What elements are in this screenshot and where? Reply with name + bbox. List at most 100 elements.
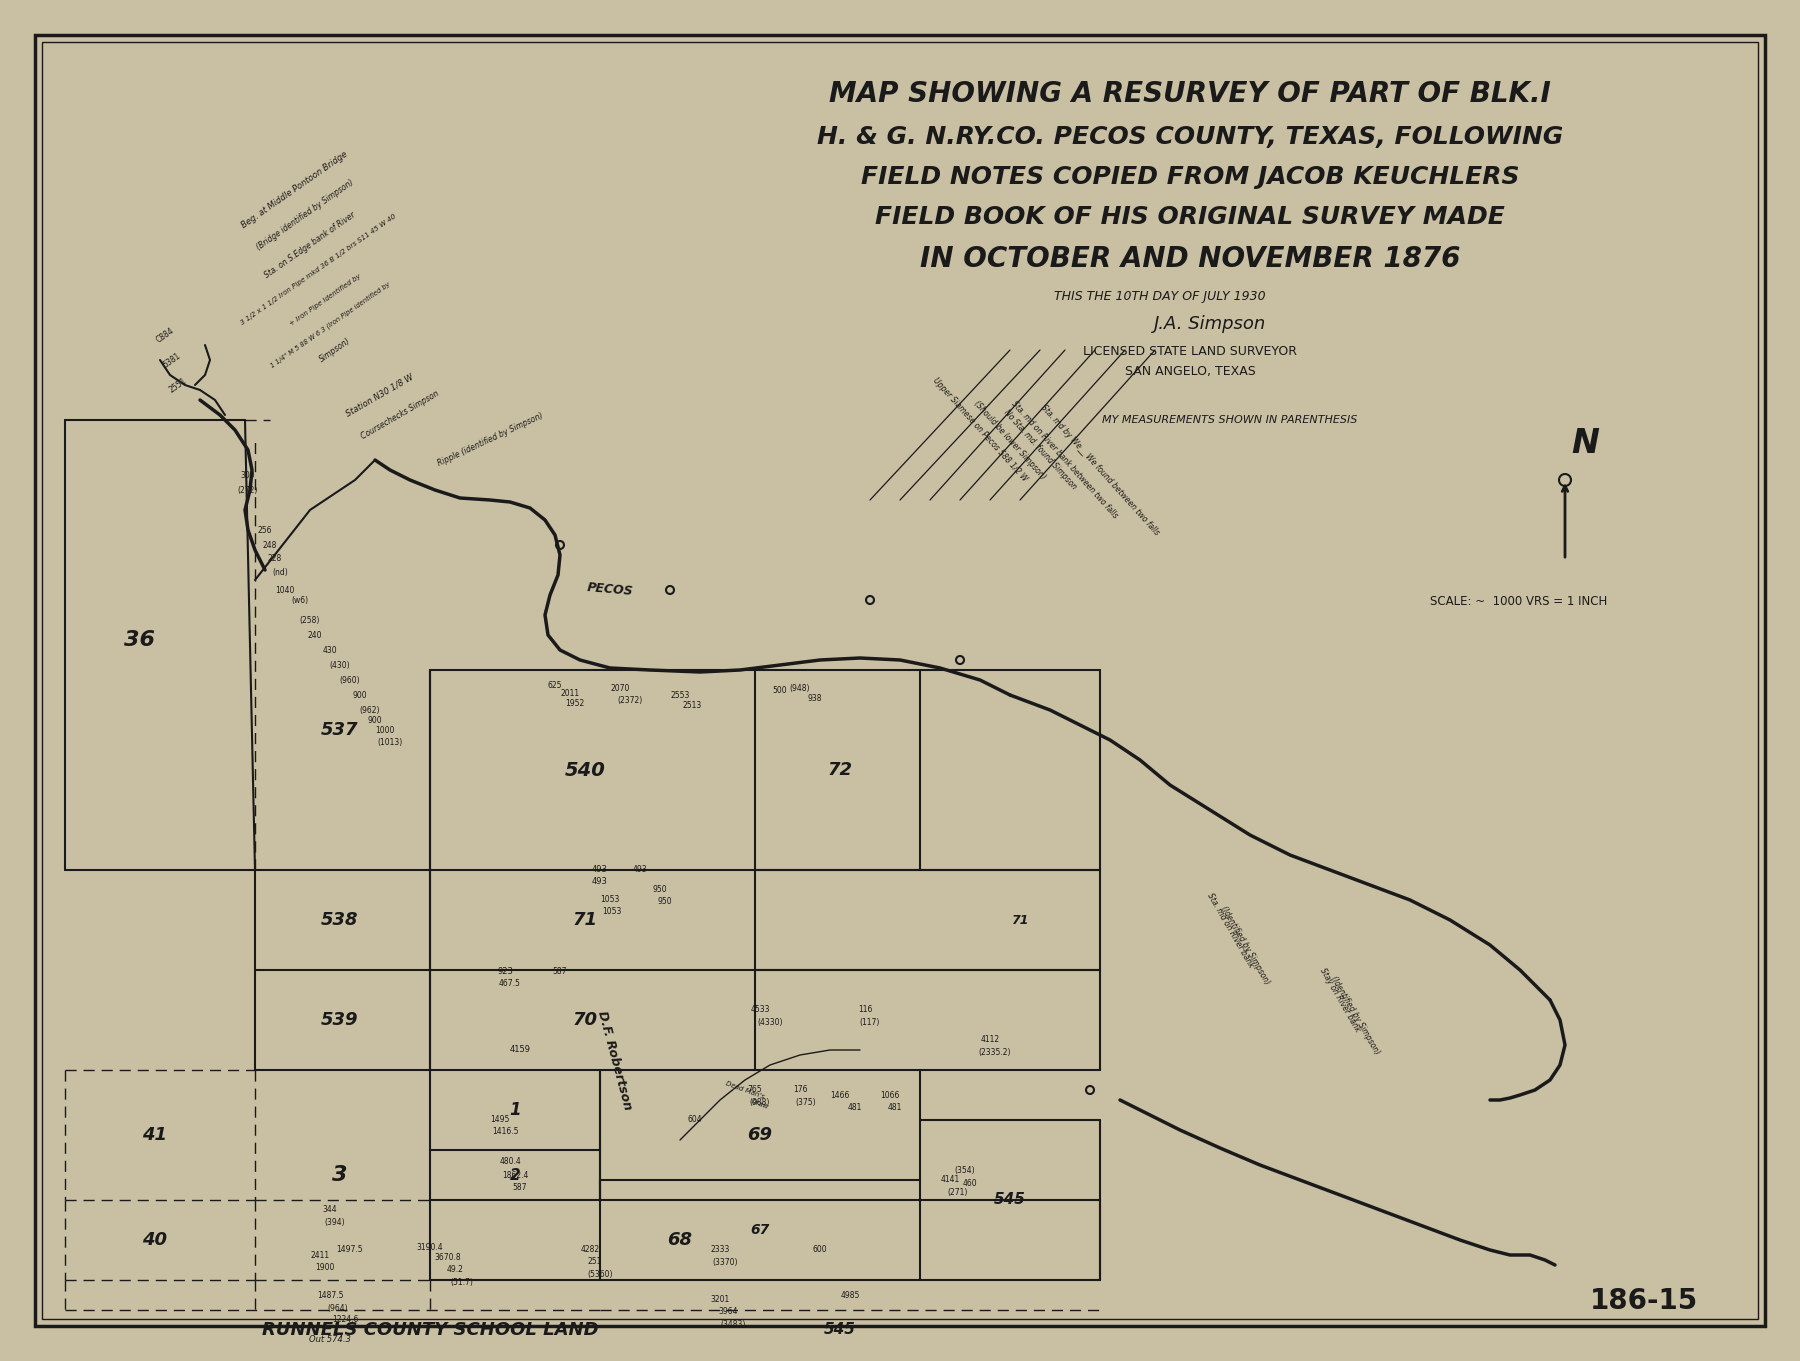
Text: Out 574.3: Out 574.3 bbox=[310, 1335, 351, 1345]
Text: N: N bbox=[1571, 427, 1598, 460]
Text: 500: 500 bbox=[772, 686, 787, 694]
Text: 587: 587 bbox=[513, 1184, 527, 1192]
Text: D.F. Robertson: D.F. Robertson bbox=[596, 1009, 635, 1111]
Text: Sta. md on River bank: Sta. md on River bank bbox=[1204, 891, 1255, 969]
Text: 1497.5: 1497.5 bbox=[337, 1245, 364, 1255]
Text: (962): (962) bbox=[360, 705, 380, 715]
Text: 1053: 1053 bbox=[603, 908, 621, 916]
Text: (Identified by Simpson): (Identified by Simpson) bbox=[1328, 974, 1381, 1056]
Text: 537: 537 bbox=[320, 721, 358, 739]
Text: 67: 67 bbox=[751, 1224, 770, 1237]
Text: (Identified by Simpson): (Identified by Simpson) bbox=[1219, 904, 1271, 985]
Text: (51.7): (51.7) bbox=[450, 1278, 473, 1286]
Text: (Bridge identified by Simpson): (Bridge identified by Simpson) bbox=[256, 178, 355, 252]
Text: 4985: 4985 bbox=[841, 1290, 860, 1300]
Text: 1862.4: 1862.4 bbox=[502, 1170, 527, 1180]
Text: (375): (375) bbox=[796, 1098, 817, 1108]
Text: (258): (258) bbox=[301, 615, 320, 625]
Text: (w6): (w6) bbox=[292, 596, 308, 604]
Text: 950: 950 bbox=[657, 897, 673, 906]
Text: + Iron Pipe Identified by: + Iron Pipe Identified by bbox=[288, 274, 362, 327]
Text: 1900: 1900 bbox=[315, 1263, 335, 1271]
Text: (272): (272) bbox=[238, 486, 257, 494]
Text: 480.4: 480.4 bbox=[499, 1157, 520, 1166]
Text: Stay on River bank: Stay on River bank bbox=[1318, 966, 1363, 1033]
Text: 1: 1 bbox=[509, 1101, 520, 1119]
Text: FIELD BOOK OF HIS ORIGINAL SURVEY MADE: FIELD BOOK OF HIS ORIGINAL SURVEY MADE bbox=[875, 206, 1505, 229]
Text: 2070: 2070 bbox=[610, 683, 630, 693]
Text: 1495: 1495 bbox=[490, 1116, 509, 1124]
Text: 186-15: 186-15 bbox=[1589, 1288, 1697, 1315]
Text: PECOS: PECOS bbox=[587, 581, 634, 599]
Text: No Sta. md. found Simpson: No Sta. md. found Simpson bbox=[1003, 408, 1078, 491]
Text: 600: 600 bbox=[812, 1245, 828, 1255]
Text: 72: 72 bbox=[828, 761, 853, 778]
Text: Simpson): Simpson) bbox=[319, 336, 353, 363]
Text: Sta. on S.Edge bank of River: Sta. on S.Edge bank of River bbox=[263, 210, 356, 280]
Text: 41: 41 bbox=[142, 1126, 167, 1145]
Text: (394): (394) bbox=[324, 1218, 346, 1226]
Text: 604: 604 bbox=[688, 1116, 702, 1124]
Text: 765: 765 bbox=[747, 1086, 763, 1094]
Text: 71: 71 bbox=[1012, 913, 1030, 927]
Text: Beg. at Middle Pontoon Bridge: Beg. at Middle Pontoon Bridge bbox=[241, 150, 349, 230]
Text: 4282: 4282 bbox=[580, 1245, 599, 1255]
Text: 2011: 2011 bbox=[560, 689, 580, 697]
Text: 344: 344 bbox=[322, 1206, 337, 1214]
Text: (4330): (4330) bbox=[758, 1018, 783, 1026]
Text: MAP SHOWING A RESURVEY OF PART OF BLK.I: MAP SHOWING A RESURVEY OF PART OF BLK.I bbox=[830, 80, 1552, 108]
Text: MY MEASUREMENTS SHOWN IN PARENTHESIS: MY MEASUREMENTS SHOWN IN PARENTHESIS bbox=[1102, 415, 1357, 425]
Text: 539: 539 bbox=[320, 1011, 358, 1029]
Text: 923: 923 bbox=[497, 966, 513, 976]
Text: (1013): (1013) bbox=[378, 738, 403, 746]
Text: 300: 300 bbox=[241, 471, 256, 479]
Text: (960): (960) bbox=[340, 675, 360, 685]
Text: 228: 228 bbox=[268, 554, 283, 562]
Text: 1416.5: 1416.5 bbox=[491, 1127, 518, 1136]
Text: (964): (964) bbox=[328, 1304, 349, 1312]
Text: 176: 176 bbox=[792, 1086, 806, 1094]
Text: 2: 2 bbox=[509, 1168, 520, 1183]
Text: 70: 70 bbox=[572, 1011, 598, 1029]
Text: (117): (117) bbox=[860, 1018, 880, 1026]
Text: 1 1/4" M 5 88 W 6 3 (Iron Pipe identified by: 1 1/4" M 5 88 W 6 3 (Iron Pipe identifie… bbox=[268, 280, 391, 369]
Text: 3964: 3964 bbox=[718, 1308, 738, 1316]
Text: FIELD NOTES COPIED FROM JACOB KEUCHLERS: FIELD NOTES COPIED FROM JACOB KEUCHLERS bbox=[860, 165, 1519, 189]
Text: (5360): (5360) bbox=[587, 1270, 612, 1278]
Text: 36: 36 bbox=[124, 630, 155, 651]
Text: RUNNELS COUNTY SCHOOL LAND: RUNNELS COUNTY SCHOOL LAND bbox=[261, 1322, 598, 1339]
Text: 2333: 2333 bbox=[711, 1245, 729, 1255]
Text: 467.5: 467.5 bbox=[499, 979, 520, 988]
Text: Ripple (identified by Simpson): Ripple (identified by Simpson) bbox=[436, 411, 544, 468]
Text: 545: 545 bbox=[994, 1192, 1026, 1207]
Text: Coursechecks Simpson: Coursechecks Simpson bbox=[360, 389, 441, 441]
Text: 430: 430 bbox=[322, 645, 337, 655]
Text: (3370): (3370) bbox=[713, 1258, 738, 1267]
Text: 2411: 2411 bbox=[310, 1251, 329, 1259]
Text: 251: 251 bbox=[589, 1258, 603, 1267]
Text: Upper Siamese on Pecos S88 1/2 W: Upper Siamese on Pecos S88 1/2 W bbox=[931, 377, 1030, 483]
Text: 248: 248 bbox=[263, 540, 277, 550]
Text: 256: 256 bbox=[257, 525, 272, 535]
Text: IN OCTOBER AND NOVEMBER 1876: IN OCTOBER AND NOVEMBER 1876 bbox=[920, 245, 1460, 274]
Text: 545: 545 bbox=[824, 1323, 857, 1338]
Text: 71: 71 bbox=[572, 911, 598, 930]
Text: (354): (354) bbox=[954, 1165, 976, 1175]
Text: 5381: 5381 bbox=[162, 351, 182, 369]
Text: Dead Man's: Dead Man's bbox=[725, 1081, 765, 1100]
Text: 240: 240 bbox=[308, 630, 322, 640]
Text: 1466: 1466 bbox=[830, 1090, 850, 1100]
Text: C884: C884 bbox=[155, 325, 176, 344]
Text: 1000: 1000 bbox=[376, 725, 394, 735]
Text: 3190.4: 3190.4 bbox=[416, 1244, 443, 1252]
Text: SAN ANGELO, TEXAS: SAN ANGELO, TEXAS bbox=[1125, 365, 1255, 378]
Text: 540: 540 bbox=[565, 761, 605, 780]
Text: Draw: Draw bbox=[751, 1098, 770, 1111]
Text: 40: 40 bbox=[142, 1230, 167, 1249]
Text: 49.2: 49.2 bbox=[446, 1266, 463, 1274]
Text: 493: 493 bbox=[592, 878, 608, 886]
Text: 1066: 1066 bbox=[880, 1090, 900, 1100]
Text: 3 1/2 x 1 1/2 Iron Pipe mkd 36 B 1/2 brs S11 45 W 40: 3 1/2 x 1 1/2 Iron Pipe mkd 36 B 1/2 brs… bbox=[239, 214, 396, 327]
Text: (271): (271) bbox=[949, 1188, 968, 1196]
Text: 3670.8: 3670.8 bbox=[434, 1253, 461, 1263]
